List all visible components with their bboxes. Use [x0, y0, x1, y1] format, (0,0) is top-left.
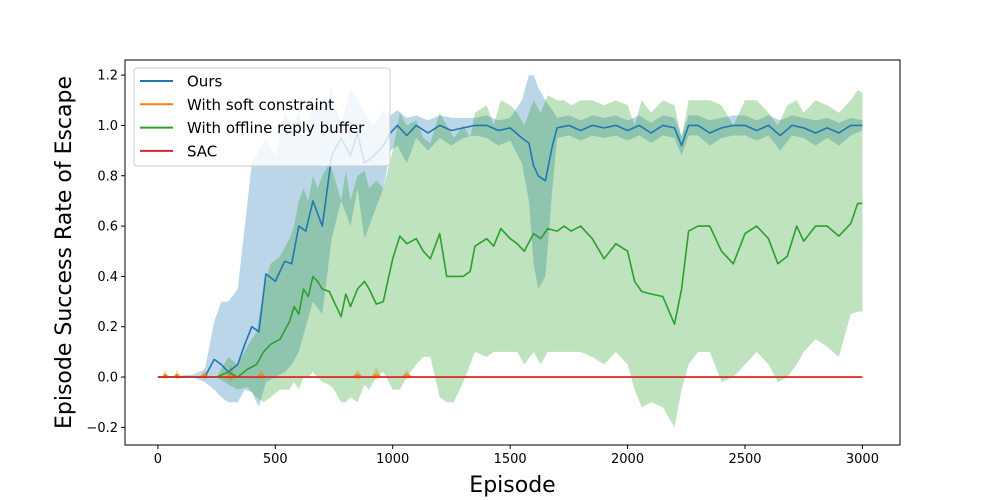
- x-tick-label: 1000: [376, 452, 409, 467]
- legend: Ours With soft constraint With offline rep…: [133, 67, 391, 167]
- legend-label-sac: SAC: [187, 142, 217, 160]
- y-tick-label: 0.2: [97, 320, 118, 335]
- plot-frame: [124, 59, 901, 446]
- x-tick-label: 1500: [494, 452, 527, 467]
- band-with-offline-reply-buffer: [157, 90, 863, 428]
- x-axis-label: Episode: [469, 473, 555, 498]
- x-tick-label: 3000: [846, 452, 879, 467]
- y-tick-label: 0.0: [97, 371, 118, 386]
- legend-label-with-soft-constraint: With soft constraint: [187, 96, 334, 114]
- legend-label-with-offline-reply-buffer: With offline reply buffer: [187, 119, 365, 137]
- y-tick-label: 0.8: [97, 169, 118, 184]
- y-tick-label: 0.6: [97, 220, 118, 235]
- y-tick-label: 1.0: [97, 119, 118, 134]
- legend-label-ours: Ours: [187, 73, 222, 91]
- x-tick-label: 0: [154, 452, 162, 467]
- x-tick-label: 2500: [728, 452, 761, 467]
- series-line-with-offline-reply-buffer: [157, 202, 863, 378]
- series-line-ours: [157, 124, 863, 378]
- x-tick-label: 2000: [611, 452, 644, 467]
- y-axis-label: Episode Success Rate of Escape: [52, 76, 77, 429]
- y-tick-label: 0.4: [97, 270, 118, 285]
- x-axis-ticks: 0 500 1000 1500 2000 2500 3000: [154, 445, 879, 467]
- y-tick-label: −0.2: [86, 421, 118, 436]
- x-tick-label: 500: [263, 452, 288, 467]
- y-axis-ticks: −0.2 0.0 0.2 0.4 0.6 0.8 1.0 1.2: [86, 69, 125, 436]
- series-lines: [157, 124, 863, 378]
- y-tick-label: 1.2: [97, 69, 118, 84]
- legend-box: [133, 67, 391, 167]
